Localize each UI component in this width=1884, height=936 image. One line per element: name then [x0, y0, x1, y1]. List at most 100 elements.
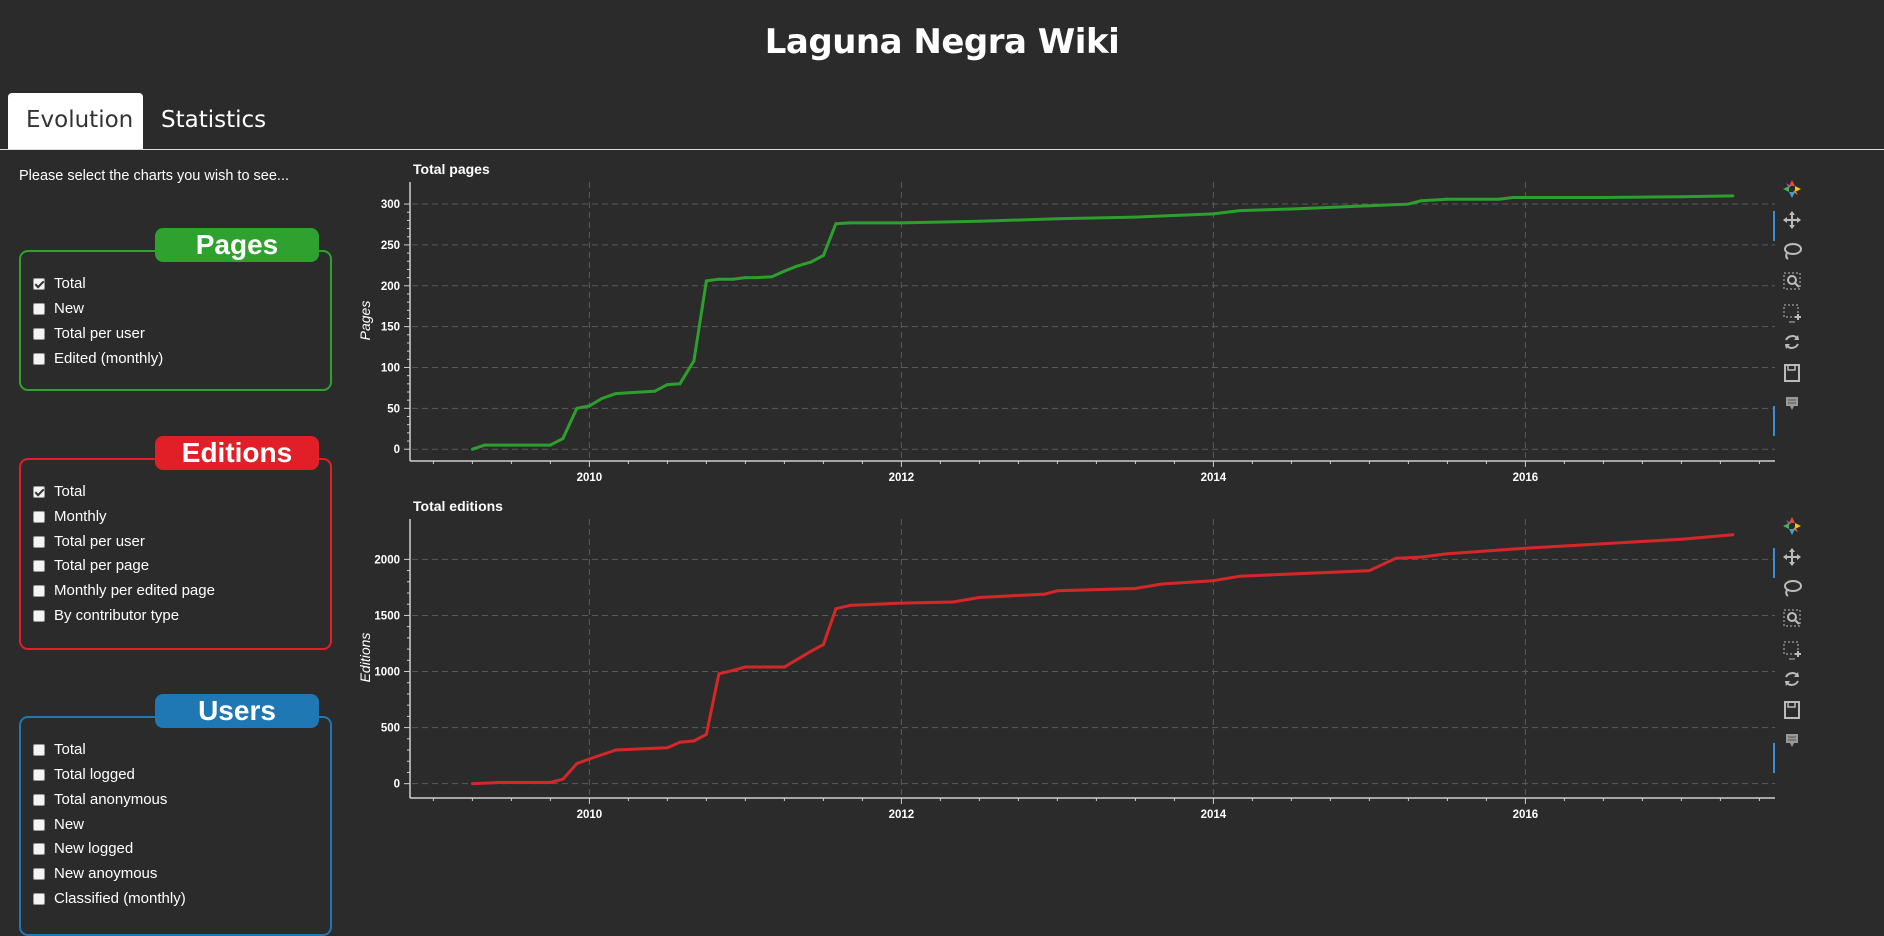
- x-tick-label: 2012: [889, 809, 915, 821]
- data-point: [1043, 592, 1047, 596]
- y-tick-label: 50: [387, 403, 400, 415]
- x-tick-label: 2016: [1513, 809, 1539, 821]
- option-label: New logged: [54, 840, 134, 857]
- checkbox[interactable]: [33, 609, 45, 622]
- users-classified-monthly-option[interactable]: Classified (monthly): [33, 890, 186, 907]
- option-label: Total per user: [54, 325, 145, 342]
- data-point: [1211, 579, 1215, 583]
- data-point: [1511, 196, 1515, 200]
- reset-icon[interactable]: [1781, 668, 1803, 690]
- pages-total-per-user-option[interactable]: Total per user: [33, 325, 145, 342]
- data-point: [1601, 542, 1605, 546]
- data-point: [743, 665, 747, 669]
- data-point: [561, 777, 565, 781]
- bokeh-logo-icon[interactable]: [1781, 515, 1803, 537]
- total-pages-chart[interactable]: 0 50 100 150 200 250 300 2010 2012 2014 2016 Pages: [350, 178, 1780, 493]
- checkbox[interactable]: [33, 818, 45, 831]
- bokeh-logo-icon[interactable]: [1781, 178, 1803, 200]
- users-total-logged-option[interactable]: Total logged: [33, 766, 135, 783]
- data-point: [639, 390, 643, 394]
- users-total-anonymous-option[interactable]: Total anonymous: [33, 791, 167, 808]
- data-point: [821, 643, 825, 647]
- checkbox[interactable]: [33, 535, 45, 548]
- checkbox[interactable]: [33, 352, 45, 365]
- editions-by-contributor-type-option[interactable]: By contributor type: [33, 607, 179, 624]
- checkbox[interactable]: [33, 510, 45, 523]
- data-point: [470, 447, 474, 451]
- data-point: [587, 757, 591, 761]
- data-point: [626, 391, 630, 395]
- checkbox[interactable]: [33, 327, 45, 340]
- hover-icon[interactable]: [1781, 729, 1803, 751]
- option-label: Monthly per edited page: [54, 582, 215, 599]
- data-point: [1419, 199, 1423, 203]
- tab-evolution[interactable]: Evolution: [8, 93, 143, 149]
- editions-total-option[interactable]: Total: [33, 483, 86, 500]
- editions-total-per-page-option[interactable]: Total per page: [33, 557, 149, 574]
- checkbox[interactable]: [33, 768, 45, 781]
- users-new-anonymous-option[interactable]: New anoymous: [33, 865, 157, 882]
- data-point: [795, 264, 799, 268]
- tab-statistics[interactable]: Statistics: [161, 107, 267, 133]
- checkbox[interactable]: [33, 559, 45, 572]
- x-tick-label: 2010: [577, 472, 603, 484]
- data-point: [1055, 589, 1059, 593]
- data-point: [1679, 537, 1683, 541]
- pages-total-option[interactable]: Total: [33, 275, 86, 292]
- pages-edited-monthly-option[interactable]: Edited (monthly): [33, 350, 163, 367]
- lasso-icon[interactable]: [1781, 240, 1803, 262]
- zoom-icon[interactable]: [1781, 270, 1803, 292]
- pages-new-option[interactable]: New: [33, 300, 84, 317]
- users-new-option[interactable]: New: [33, 816, 84, 833]
- pages-chart-title: Total pages: [413, 161, 490, 177]
- data-point: [1160, 582, 1164, 586]
- y-tick-label: 200: [381, 281, 400, 293]
- checkbox[interactable]: [33, 892, 45, 905]
- zoom-icon[interactable]: [1781, 607, 1803, 629]
- box-select-icon[interactable]: [1781, 638, 1803, 660]
- checkbox[interactable]: [33, 743, 45, 756]
- save-icon[interactable]: [1781, 699, 1803, 723]
- editions-group-title: Editions: [155, 436, 319, 470]
- total-editions-chart[interactable]: 0 500 1000 1500 2000 2010 2012 2014 2016 Editions: [350, 515, 1780, 830]
- users-total-option[interactable]: Total: [33, 741, 86, 758]
- reset-icon[interactable]: [1781, 331, 1803, 353]
- data-point: [899, 601, 903, 605]
- box-select-icon[interactable]: [1781, 301, 1803, 323]
- editions-total-per-user-option[interactable]: Total per user: [33, 533, 145, 550]
- tab-divider: [0, 149, 1884, 150]
- users-group-title: Users: [155, 694, 319, 728]
- data-point: [1406, 202, 1410, 206]
- data-point: [834, 607, 838, 611]
- data-point: [575, 761, 579, 765]
- data-point: [665, 383, 669, 387]
- checkbox[interactable]: [33, 302, 45, 315]
- checkbox[interactable]: [33, 485, 45, 498]
- pan-icon[interactable]: [1781, 546, 1803, 568]
- data-point: [692, 359, 696, 363]
- editions-monthly-per-edited-page-option[interactable]: Monthly per edited page: [33, 582, 215, 599]
- data-point: [848, 603, 852, 607]
- data-point: [1419, 555, 1423, 559]
- checkbox[interactable]: [33, 584, 45, 597]
- checkbox[interactable]: [33, 793, 45, 806]
- x-tick-label: 2012: [889, 472, 915, 484]
- save-icon[interactable]: [1781, 362, 1803, 386]
- editions-monthly-option[interactable]: Monthly: [33, 508, 107, 525]
- data-point: [756, 276, 760, 280]
- hover-icon[interactable]: [1781, 392, 1803, 414]
- editions-chart-toolbar: [1773, 515, 1807, 787]
- data-point: [639, 747, 643, 751]
- y-tick-label: 2000: [374, 554, 400, 566]
- data-point: [1055, 217, 1059, 221]
- pan-icon[interactable]: [1781, 209, 1803, 231]
- data-point: [1133, 587, 1137, 591]
- checkbox[interactable]: [33, 842, 45, 855]
- checkbox[interactable]: [33, 867, 45, 880]
- users-new-logged-option[interactable]: New logged: [33, 840, 133, 857]
- y-tick-label: 1000: [374, 667, 400, 679]
- lasso-icon[interactable]: [1781, 577, 1803, 599]
- data-point: [951, 600, 955, 604]
- x-tick-label: 2014: [1201, 472, 1227, 484]
- checkbox[interactable]: [33, 277, 45, 290]
